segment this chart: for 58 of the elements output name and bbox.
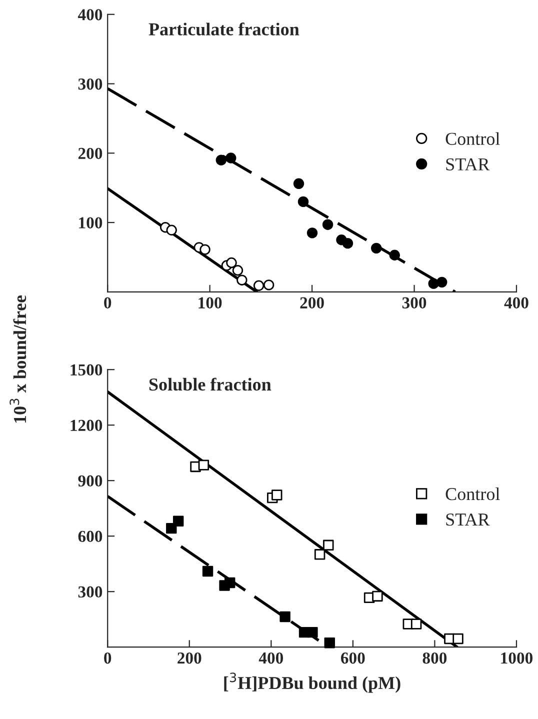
y-tick-label: 200 xyxy=(78,148,102,160)
legend-label: Control xyxy=(446,487,500,500)
x-tick-label: 200 xyxy=(178,652,202,664)
x-tick-label: 400 xyxy=(258,652,284,664)
point xyxy=(372,590,383,602)
y-tick-label: 1500 xyxy=(70,364,102,376)
point xyxy=(232,265,244,276)
point xyxy=(452,633,464,644)
chart-title: Soluble fraction xyxy=(149,378,272,391)
point xyxy=(272,490,282,500)
point xyxy=(226,257,237,268)
y-tick-label: 300 xyxy=(78,586,102,598)
point xyxy=(342,238,354,249)
x-tick-label: 600 xyxy=(341,652,365,664)
point xyxy=(293,178,304,190)
point xyxy=(216,154,227,166)
point xyxy=(306,228,318,238)
legend-label: STAR xyxy=(446,514,490,526)
y-tick-label: 600 xyxy=(78,530,102,542)
y-tick-label: 1200 xyxy=(70,420,102,432)
point xyxy=(236,274,248,286)
point xyxy=(410,618,422,630)
x-axis-title: [$^{3}$H]PDBu bound (pM) xyxy=(224,672,400,693)
point xyxy=(314,549,326,560)
legend-label: Control xyxy=(446,132,500,145)
point xyxy=(298,196,309,208)
x-tick-label: 300 xyxy=(402,297,426,308)
point xyxy=(322,219,334,230)
point xyxy=(224,577,236,588)
point xyxy=(323,540,334,551)
y-tick-label: 300 xyxy=(78,78,102,90)
x-tick-label: 200 xyxy=(300,297,324,308)
point xyxy=(263,280,274,290)
y-tick-label: 100 xyxy=(79,217,102,228)
y-tick-label: 900 xyxy=(78,475,102,487)
legend-label: STAR xyxy=(446,158,490,170)
chart-title: Particulate fraction xyxy=(148,22,300,36)
point xyxy=(389,250,400,260)
point xyxy=(202,566,214,577)
y-tick-label: 400 xyxy=(78,9,102,20)
x-tick-label: 0 xyxy=(104,297,112,308)
x-tick-label: 1000 xyxy=(501,652,533,664)
point xyxy=(172,516,184,526)
x-tick-label: 800 xyxy=(422,652,447,664)
y-axis-title: 10$^{3}$ x bound/free xyxy=(10,295,26,423)
point xyxy=(253,280,264,291)
point xyxy=(370,242,382,254)
point xyxy=(324,637,335,648)
point xyxy=(226,152,236,164)
x-tick-label: 400 xyxy=(504,297,528,308)
x-tick-label: 0 xyxy=(104,652,112,664)
point xyxy=(436,276,448,288)
point xyxy=(198,460,210,470)
x-tick-label: 100 xyxy=(198,297,222,308)
point xyxy=(307,626,318,638)
point xyxy=(166,224,177,236)
point xyxy=(280,611,290,622)
point xyxy=(200,244,210,255)
